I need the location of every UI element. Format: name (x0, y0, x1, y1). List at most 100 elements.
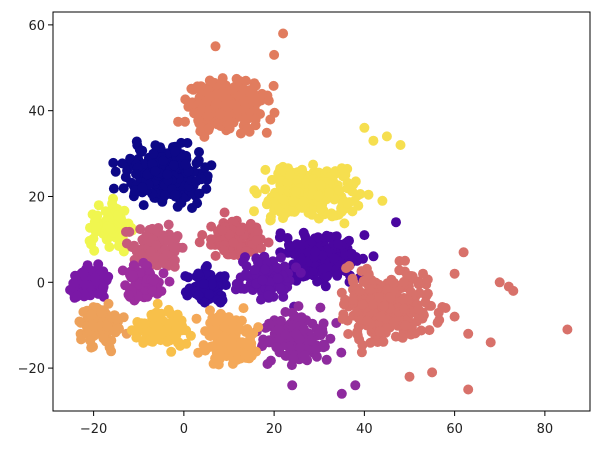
scatter-point-cluster-2 (308, 159, 319, 170)
scatter-point-cluster-11 (288, 353, 299, 364)
scatter-point-cluster-10 (241, 261, 252, 272)
scatter-point-cluster-10 (275, 283, 286, 293)
scatter-point-cluster-11 (325, 333, 336, 344)
scatter-point-cluster-12 (352, 330, 363, 341)
scatter-point-cluster-9 (193, 290, 204, 301)
scatter-point-cluster-15 (248, 328, 259, 339)
scatter-point-cluster-2 (260, 164, 271, 175)
scatter-point-cluster-15 (240, 349, 251, 360)
scatter-point-cluster-1 (239, 84, 249, 95)
scatter-point-cluster-15 (204, 330, 215, 341)
scatter-point-cluster-1 (268, 80, 279, 91)
scatter-point-cluster-9 (206, 279, 217, 290)
scatter-point-outlier (458, 247, 469, 258)
scatter-point-cluster-11 (297, 313, 308, 323)
scatter-point-cluster-10 (231, 278, 242, 289)
scatter-point-cluster-14 (126, 325, 137, 336)
scatter-point-outlier (449, 311, 460, 322)
scatter-point-outlier (391, 217, 401, 228)
scatter-point-outlier (278, 28, 289, 39)
scatter-point-outlier (368, 135, 379, 146)
scatter-point-cluster-0 (191, 176, 202, 187)
scatter-point-cluster-9 (201, 261, 212, 271)
scatter-point-cluster-12 (356, 266, 367, 277)
scatter-point-cluster-0 (191, 158, 202, 169)
scatter-point-cluster-4 (145, 246, 156, 257)
scatter-point-cluster-2 (249, 185, 260, 196)
scatter-point-cluster-12 (432, 317, 443, 328)
scatter-point-cluster-9 (219, 271, 230, 282)
scatter-point-cluster-14 (138, 337, 149, 348)
scatter-point-cluster-0 (150, 166, 161, 177)
scatter-point-cluster-12 (420, 297, 431, 308)
scatter-point-cluster-0 (162, 169, 173, 180)
scatter-point-outlier (336, 388, 347, 399)
scatter-point-outlier (359, 230, 370, 241)
scatter-point-cluster-11 (271, 342, 282, 353)
scatter-point-cluster-1 (247, 86, 258, 97)
scatter-point-cluster-2 (336, 163, 347, 174)
scatter-point-cluster-11 (336, 347, 347, 358)
scatter-point-outlier (381, 131, 392, 142)
scatter-point-cluster-11 (311, 351, 322, 362)
scatter-point-cluster-10 (263, 290, 274, 301)
scatter-point-cluster-12 (375, 311, 386, 322)
scatter-point-outlier (210, 41, 221, 52)
scatter-point-cluster-1 (180, 116, 190, 127)
scatter-point-cluster-8 (147, 286, 158, 296)
scatter-point-cluster-13 (113, 324, 124, 335)
scatter-point-cluster-2 (291, 175, 302, 186)
scatter-point-cluster-2 (334, 185, 345, 196)
scatter-point-cluster-2 (307, 181, 318, 192)
scatter-point-cluster-1 (263, 95, 274, 106)
scatter-point-cluster-0 (172, 201, 183, 212)
scatter-point-cluster-1 (265, 114, 276, 125)
scatter-point-cluster-12 (374, 292, 384, 303)
scatter-point-cluster-14 (139, 318, 150, 329)
scatter-point-cluster-12 (422, 288, 433, 299)
scatter-point-cluster-4 (147, 223, 158, 234)
scatter-point-cluster-2 (267, 174, 277, 185)
scatter-point-cluster-5 (217, 225, 228, 236)
scatter-point-cluster-2 (288, 196, 299, 207)
scatter-point-cluster-11 (318, 318, 329, 329)
scatter-point-cluster-6 (312, 276, 323, 287)
scatter-point-cluster-12 (414, 288, 425, 298)
scatter-point-cluster-13 (111, 314, 122, 325)
scatter-point-cluster-12 (358, 276, 369, 287)
scatter-point-outlier (359, 122, 370, 133)
scatter-point-cluster-11 (264, 337, 275, 348)
scatter-point-cluster-7 (78, 268, 89, 279)
scatter-point-cluster-13 (98, 333, 109, 344)
scatter-point-cluster-1 (261, 127, 272, 138)
scatter-point-cluster-8 (148, 275, 159, 286)
scatter-point-cluster-8 (123, 289, 134, 300)
scatter-point-cluster-14 (151, 307, 162, 318)
scatter-point-cluster-6 (333, 238, 344, 249)
scatter-point-outlier (427, 367, 438, 378)
scatter-point-cluster-12 (339, 299, 349, 310)
scatter-point-cluster-4 (168, 242, 179, 253)
scatter-point-cluster-15 (205, 305, 215, 316)
scatter-point-outlier (562, 324, 573, 335)
scatter-point-cluster-2 (313, 190, 324, 201)
scatter-point-cluster-12 (385, 292, 396, 303)
scatter-point-cluster-0 (117, 158, 128, 169)
scatter-point-cluster-1 (215, 109, 225, 120)
scatter-point-cluster-14 (172, 309, 183, 320)
scatter-point-cluster-6 (325, 231, 336, 242)
scatter-point-cluster-0 (194, 147, 204, 157)
scatter-point-cluster-3 (112, 210, 123, 221)
scatter-point-cluster-0 (120, 172, 131, 183)
scatter-point-cluster-0 (169, 189, 180, 200)
scatter-point-cluster-7 (94, 288, 104, 299)
scatter-point-cluster-15 (243, 339, 254, 350)
scatter-point-cluster-12 (378, 336, 389, 347)
scatter-point-cluster-12 (368, 299, 378, 310)
scatter-point-cluster-12 (337, 313, 348, 324)
scatter-point-cluster-12 (402, 270, 413, 280)
scatter-point-cluster-1 (240, 75, 251, 86)
scatter-point-cluster-12 (388, 277, 399, 288)
scatter-point-cluster-10 (240, 269, 251, 280)
scatter-point-cluster-1 (220, 99, 231, 110)
